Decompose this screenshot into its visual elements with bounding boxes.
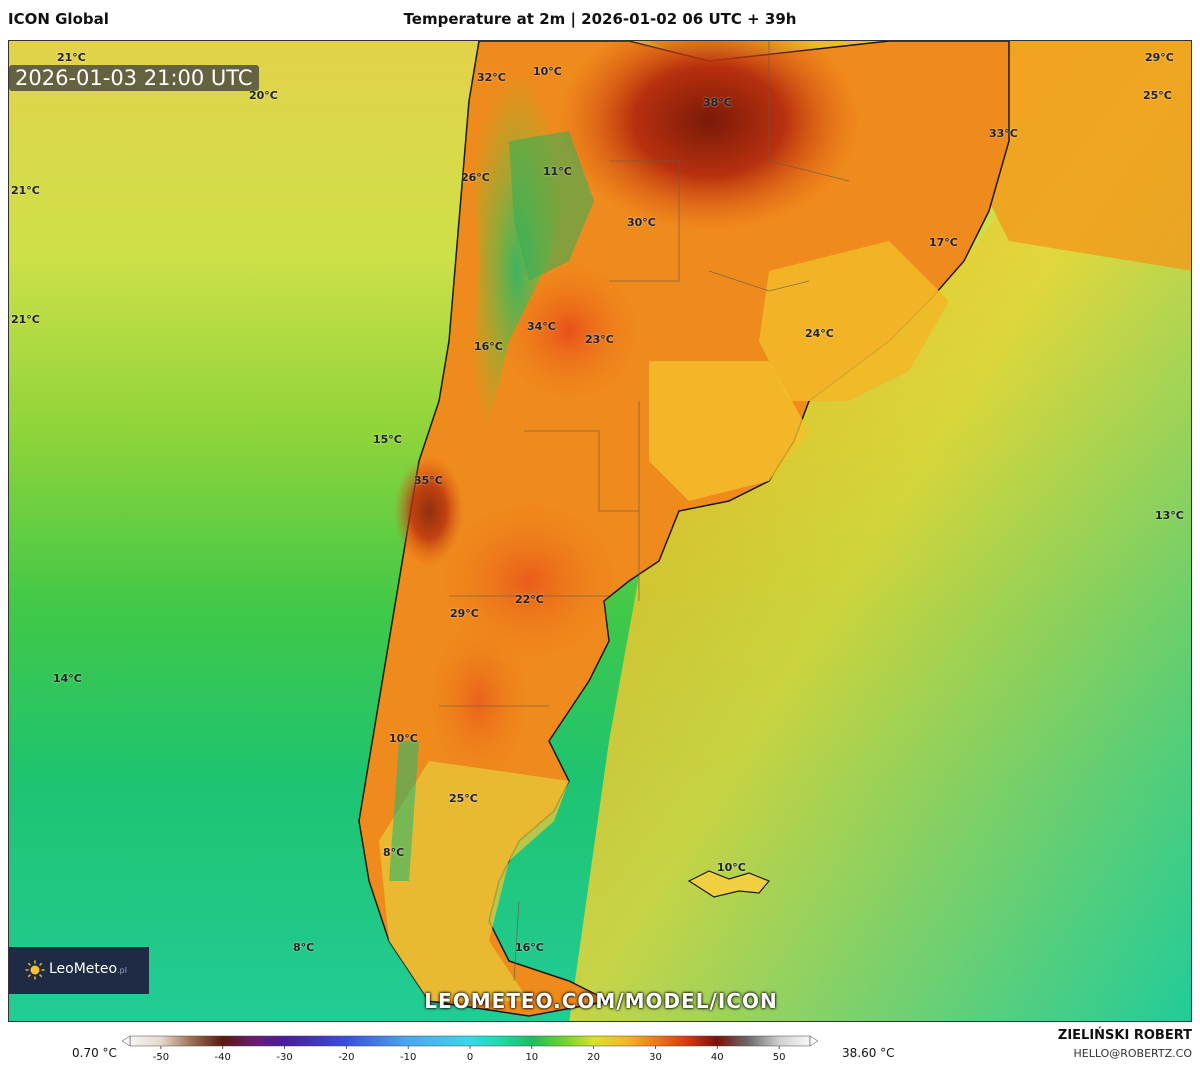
temperature-label: 30°C bbox=[627, 216, 656, 229]
temperature-label: 16°C bbox=[474, 340, 503, 353]
colorbar-tick-label: 20 bbox=[587, 1052, 600, 1063]
colorbar-tick-label: -30 bbox=[276, 1052, 292, 1063]
temperature-label: 10°C bbox=[533, 65, 562, 78]
warm-patch-patagonia bbox=[429, 621, 529, 781]
temperature-label: 8°C bbox=[383, 846, 405, 859]
valid-time-badge: 2026-01-03 21:00 UTC bbox=[9, 65, 259, 91]
south-patagonia-field bbox=[379, 761, 569, 1001]
credit-name: ZIELIŃSKI ROBERT bbox=[1057, 1028, 1192, 1043]
temperature-label: 13°C bbox=[1155, 509, 1184, 522]
temperature-label: 10°C bbox=[717, 861, 746, 874]
temperature-label: 11°C bbox=[543, 165, 572, 178]
temperature-label: 8°C bbox=[293, 941, 315, 954]
hot-patch-chile bbox=[394, 456, 464, 566]
colorbar-tick-label: 10 bbox=[525, 1052, 538, 1063]
temperature-label: 22°C bbox=[515, 593, 544, 606]
temperature-label: 29°C bbox=[450, 607, 479, 620]
sun-icon bbox=[25, 960, 45, 980]
temperature-label: 38°C bbox=[703, 96, 732, 109]
colorbar-tick-label: -20 bbox=[338, 1052, 354, 1063]
falkland-islands bbox=[687, 870, 770, 898]
colorbar-tick-label: 30 bbox=[649, 1052, 662, 1063]
leometeo-logo[interactable]: LeoMeteo.pl bbox=[9, 947, 149, 994]
temperature-label: 25°C bbox=[449, 792, 478, 805]
temperature-label: 15°C bbox=[373, 433, 402, 446]
temperature-label: 14°C bbox=[53, 672, 82, 685]
logo-text: LeoMeteo.pl bbox=[49, 961, 127, 977]
temperature-label: 25°C bbox=[1143, 89, 1172, 102]
header: ICON Global Temperature at 2m | 2026-01-… bbox=[0, 0, 1200, 40]
warm-patch-cuyo bbox=[499, 261, 639, 401]
colorbar-right-arrow bbox=[809, 1035, 819, 1047]
app-title: ICON Global bbox=[8, 10, 109, 28]
southern-andes-cool bbox=[389, 741, 419, 881]
footer: 0.70 °C -50 -40 -30 -20 -10 0 10 20 30 40 50 38.60… bbox=[0, 1022, 1200, 1066]
temperature-label: 17°C bbox=[929, 236, 958, 249]
uruguay-field bbox=[759, 241, 949, 401]
temperature-label: 21°C bbox=[11, 313, 40, 326]
colorbar-min-value: 0.70 °C bbox=[72, 1046, 117, 1060]
temperature-label: 24°C bbox=[805, 327, 834, 340]
temperature-label: 10°C bbox=[389, 732, 418, 745]
colorbar-tick-label: 0 bbox=[467, 1052, 473, 1063]
temperature-label: 34°C bbox=[527, 320, 556, 333]
temperature-label: 33°C bbox=[989, 127, 1018, 140]
temperature-label: 29°C bbox=[1145, 51, 1174, 64]
temperature-label: 20°C bbox=[249, 89, 278, 102]
colorbar-tick-label: -40 bbox=[215, 1052, 231, 1063]
atlantic-ocean-field bbox=[569, 41, 1191, 1021]
map-title: Temperature at 2m | 2026-01-02 06 UTC + … bbox=[403, 10, 797, 28]
temperature-label: 35°C bbox=[414, 474, 443, 487]
colorbar-tick-label: 50 bbox=[773, 1052, 786, 1063]
hot-core-paraguay bbox=[559, 41, 859, 231]
colorbar-tick-label: 40 bbox=[711, 1052, 724, 1063]
province-borders bbox=[439, 41, 850, 982]
temperature-label: 32°C bbox=[477, 71, 506, 84]
pampas-field bbox=[649, 361, 809, 501]
temperature-label: 21°C bbox=[57, 51, 86, 64]
temperature-field bbox=[9, 41, 1191, 1021]
logo-name: LeoMeteo bbox=[49, 961, 118, 977]
watermark-url[interactable]: LEOMETEO.COM/MODEL/ICON bbox=[424, 989, 778, 1013]
colorbar-tick-label: -50 bbox=[153, 1052, 169, 1063]
colorbar-max-value: 38.60 °C bbox=[842, 1046, 895, 1060]
temperature-label: 16°C bbox=[515, 941, 544, 954]
colorbar-gradient bbox=[129, 1035, 811, 1047]
colorbar-left-arrow bbox=[121, 1035, 131, 1047]
temperature-label: 23°C bbox=[585, 333, 614, 346]
colorbar-tick-label: -10 bbox=[400, 1052, 416, 1063]
temperature-label: 21°C bbox=[11, 184, 40, 197]
logo-tld: .pl bbox=[117, 966, 127, 975]
andes-cool-patch bbox=[509, 131, 594, 281]
warm-patch-patagonia-north bbox=[439, 501, 619, 661]
temperature-colorbar: -50 -40 -30 -20 -10 0 10 20 30 40 50 bbox=[121, 1035, 819, 1063]
temperature-map: 2026-01-03 21:00 UTC 21°C 20°C 32°C 10°C… bbox=[8, 40, 1192, 1022]
temperature-label: 26°C bbox=[461, 171, 490, 184]
credit-email[interactable]: HELLO@ROBERTZ.CO bbox=[1073, 1047, 1192, 1060]
